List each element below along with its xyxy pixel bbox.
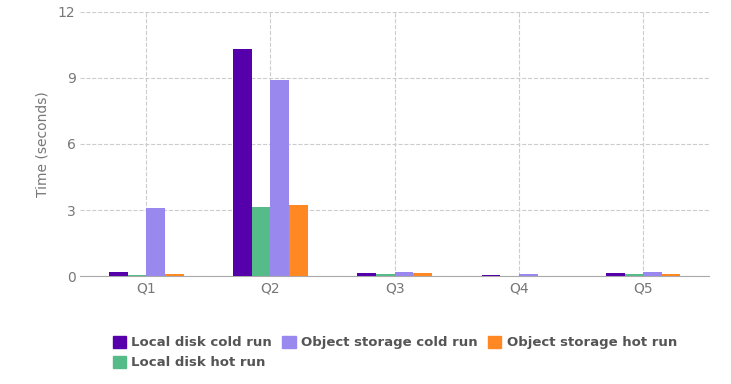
- Legend: Local disk cold run, Local disk hot run, Object storage cold run, Object storage: Local disk cold run, Local disk hot run,…: [107, 331, 682, 375]
- Bar: [413, 273, 432, 276]
- Bar: [519, 274, 537, 276]
- Bar: [643, 272, 662, 276]
- Bar: [109, 271, 128, 276]
- Bar: [289, 205, 308, 276]
- Bar: [624, 275, 643, 276]
- Bar: [252, 207, 270, 276]
- Bar: [395, 272, 413, 276]
- Y-axis label: Time (seconds): Time (seconds): [36, 91, 50, 197]
- Bar: [482, 275, 500, 276]
- Bar: [606, 273, 624, 276]
- Bar: [376, 275, 395, 276]
- Bar: [146, 208, 165, 276]
- Bar: [270, 80, 289, 276]
- Bar: [165, 275, 183, 276]
- Bar: [662, 274, 681, 276]
- Bar: [233, 49, 252, 276]
- Bar: [357, 273, 376, 276]
- Bar: [128, 275, 146, 276]
